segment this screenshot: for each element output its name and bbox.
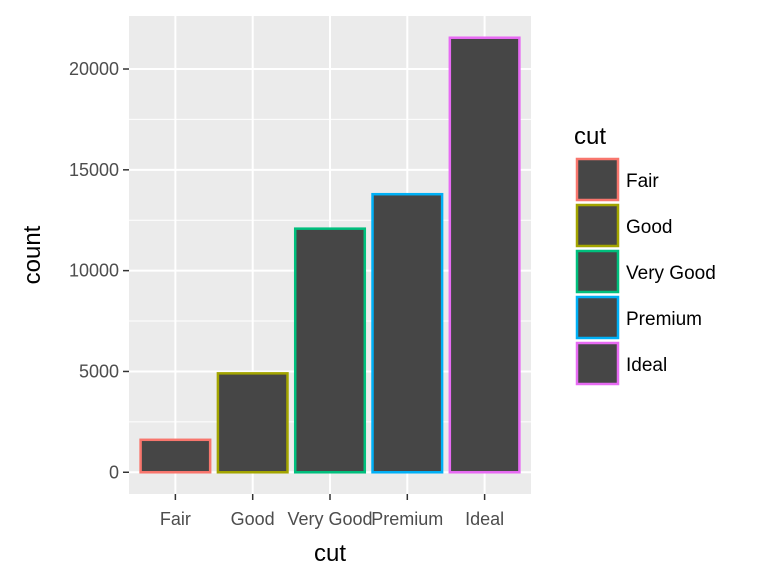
bar-ideal: [448, 36, 521, 474]
y-tick-label: 0: [109, 462, 119, 482]
y-tick-label: 15000: [69, 160, 119, 180]
legend-label: Premium: [626, 309, 702, 330]
bars: [139, 36, 521, 474]
legend-label: Ideal: [626, 355, 667, 376]
x-tick-label: Ideal: [465, 509, 504, 529]
legend: cut Fair Good Very Good Premium Ideal: [574, 123, 716, 386]
legend-label: Very Good: [626, 263, 716, 284]
legend-swatch: [575, 341, 620, 386]
legend-swatch: [575, 157, 620, 202]
legend-swatch: [575, 203, 620, 248]
bar-fair: [139, 438, 212, 474]
legend-title: cut: [574, 123, 606, 150]
bar-premium: [371, 192, 444, 474]
legend-swatch: [575, 249, 620, 294]
bar-very-good: [293, 227, 367, 474]
legend-label: Fair: [626, 171, 659, 192]
y-tick-label: 10000: [69, 261, 119, 281]
y-tick-label: 20000: [69, 59, 119, 79]
x-tick-label: Fair: [160, 509, 191, 529]
x-axis-title: cut: [314, 540, 346, 567]
y-axis: 0 5000 10000 15000 20000: [69, 59, 129, 482]
y-axis-title: count: [19, 225, 46, 284]
x-tick-label: Good: [231, 509, 275, 529]
legend-label: Good: [626, 217, 672, 238]
y-tick-label: 5000: [79, 361, 119, 381]
bar-good: [216, 372, 289, 474]
x-tick-label: Premium: [371, 509, 443, 529]
x-tick-label: Very Good: [287, 509, 372, 529]
legend-swatch: [575, 295, 620, 340]
